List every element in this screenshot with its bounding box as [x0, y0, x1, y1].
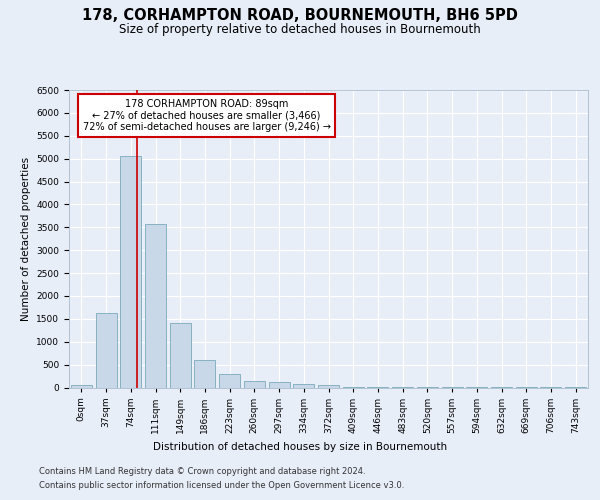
Text: 178, CORHAMPTON ROAD, BOURNEMOUTH, BH6 5PD: 178, CORHAMPTON ROAD, BOURNEMOUTH, BH6 5… — [82, 8, 518, 22]
Bar — [194, 360, 215, 388]
Text: Contains HM Land Registry data © Crown copyright and database right 2024.: Contains HM Land Registry data © Crown c… — [39, 468, 365, 476]
Y-axis label: Number of detached properties: Number of detached properties — [21, 156, 31, 321]
Text: Distribution of detached houses by size in Bournemouth: Distribution of detached houses by size … — [153, 442, 447, 452]
Bar — [145, 224, 166, 388]
Text: 178 CORHAMPTON ROAD: 89sqm
← 27% of detached houses are smaller (3,466)
72% of s: 178 CORHAMPTON ROAD: 89sqm ← 27% of deta… — [83, 99, 331, 132]
Bar — [293, 384, 314, 388]
Bar — [170, 324, 191, 388]
Bar — [71, 385, 92, 388]
Bar — [244, 380, 265, 388]
Text: Size of property relative to detached houses in Bournemouth: Size of property relative to detached ho… — [119, 22, 481, 36]
Bar — [95, 314, 116, 388]
Bar — [318, 385, 339, 388]
Bar — [343, 386, 364, 388]
Bar — [120, 156, 141, 388]
Text: Contains public sector information licensed under the Open Government Licence v3: Contains public sector information licen… — [39, 481, 404, 490]
Bar — [269, 382, 290, 388]
Bar — [219, 374, 240, 388]
